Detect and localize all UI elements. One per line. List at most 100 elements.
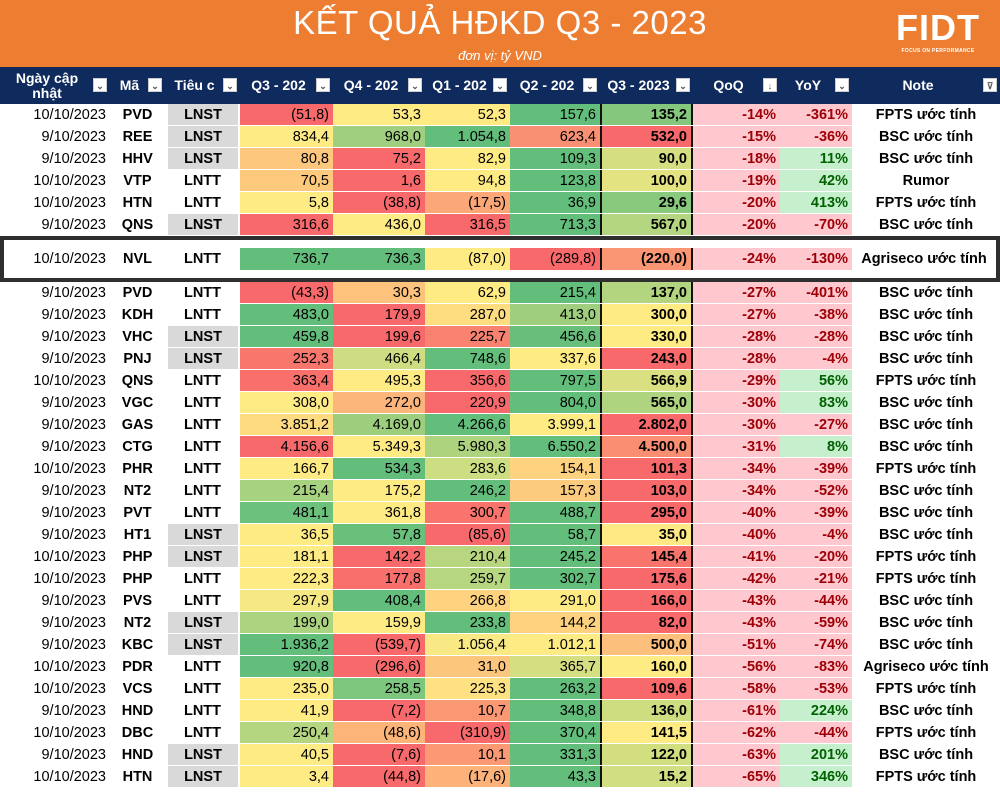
cell-note: Rumor [902, 172, 950, 189]
cell-metric: LNST [168, 148, 238, 169]
cell-date: 10/10/2023 [33, 658, 106, 675]
cell-q3-2022: 736,7 [240, 248, 333, 270]
cell-date: 10/10/2023 [33, 570, 106, 587]
cell-metric: LNST [168, 744, 238, 765]
cell-qoq: -18% [693, 148, 780, 169]
table-row: 9/10/2023 QNS LNST 316,6 436,0 316,5 713,3 567,… [0, 214, 1000, 236]
cell-q4-2022: 736,3 [333, 248, 425, 270]
cell-note: BSC ước tính [878, 614, 974, 631]
cell-metric: LNTT [183, 372, 222, 389]
cell-q4-2022: 1,6 [333, 170, 425, 191]
dropdown-arrow-icon[interactable]: ⌄ [148, 78, 162, 92]
dropdown-arrow-icon[interactable]: ⌄ [223, 78, 237, 92]
cell-q3-2023: 4.500,0 [600, 436, 693, 457]
cell-ticker: PDR [122, 658, 153, 675]
cell-metric: LNTT [183, 416, 222, 433]
cell-q2-2023: 348,8 [510, 700, 600, 721]
cell-q2-2023: 488,7 [510, 502, 600, 523]
dropdown-arrow-icon[interactable]: ⌄ [493, 78, 507, 92]
cell-q3-2023: 243,0 [600, 348, 693, 369]
sort-icon[interactable]: ↓ [763, 78, 777, 92]
cell-q2-2023: 331,3 [510, 744, 600, 765]
cell-q1-2023: 287,0 [425, 304, 510, 325]
cell-q4-2022: 57,8 [333, 524, 425, 545]
cell-ticker: PNJ [123, 350, 152, 367]
cell-q2-2023: 337,6 [510, 348, 600, 369]
cell-yoy: 346% [780, 766, 852, 787]
cell-metric: LNST [168, 348, 238, 369]
highlighted-row-box: 10/10/2023 NVL LNTT 736,7 736,3 (87,0) (289,8)… [0, 236, 1000, 282]
dropdown-arrow-icon[interactable]: ⌄ [583, 78, 597, 92]
column-header-q2-2023: Q2 - 202 ⌄ [510, 67, 600, 104]
table-row: 9/10/2023 GAS LNTT 3.851,2 4.169,0 4.266,6 3.9… [0, 414, 1000, 436]
cell-q3-2022: (43,3) [240, 282, 333, 303]
cell-ticker: DBC [121, 724, 154, 741]
cell-metric: LNTT [183, 460, 222, 477]
cell-metric: LNST [168, 546, 238, 567]
cell-q3-2023: 35,0 [600, 524, 693, 545]
cell-q4-2022: (48,6) [333, 722, 425, 743]
highlighted-row-nvl: 10/10/2023 NVL LNTT 736,7 736,3 (87,0) (289,8)… [4, 248, 996, 270]
cell-q2-2023: 245,2 [510, 546, 600, 567]
cell-q2-2023: 291,0 [510, 590, 600, 611]
cell-metric: LNTT [183, 438, 222, 455]
dropdown-arrow-icon[interactable]: ⌄ [93, 78, 107, 92]
cell-q3-2022: 235,0 [240, 678, 333, 699]
cell-ticker: VGC [121, 394, 154, 411]
cell-q1-2023: (310,9) [425, 722, 510, 743]
fidt-logo: FIDT FOCUS ON PERFORMANCE [896, 8, 980, 55]
column-header-label: Note [902, 77, 934, 93]
cell-note: BSC ước tính [878, 350, 974, 367]
cell-date: 9/10/2023 [41, 438, 106, 455]
cell-qoq: -19% [693, 170, 780, 191]
cell-yoy: -70% [780, 214, 852, 235]
cell-q3-2023: (220,0) [600, 248, 693, 270]
cell-q1-2023: 356,6 [425, 370, 510, 391]
cell-date: 9/10/2023 [41, 526, 106, 543]
cell-q1-2023: 748,6 [425, 348, 510, 369]
cell-q4-2022: 5.349,3 [333, 436, 425, 457]
dropdown-arrow-icon[interactable]: ⌄ [835, 78, 849, 92]
cell-metric: LNTT [183, 570, 222, 587]
filter-icon[interactable]: ⊽ [983, 78, 997, 92]
cell-ticker: PHP [122, 548, 153, 565]
column-header-note: Note ⊽ [852, 67, 1000, 104]
cell-ticker: PVT [123, 504, 152, 521]
cell-q3-2023: 135,2 [600, 104, 693, 125]
dropdown-arrow-icon[interactable]: ⌄ [676, 78, 690, 92]
cell-q4-2022: (539,7) [333, 634, 425, 655]
cell-ticker: VTP [123, 172, 152, 189]
cell-q3-2023: 136,0 [600, 700, 693, 721]
dropdown-arrow-icon[interactable]: ⌄ [316, 78, 330, 92]
cell-note: FPTS ước tính [875, 548, 977, 565]
column-header-yoy: YoY ⌄ [780, 67, 852, 104]
cell-metric: LNST [168, 524, 238, 545]
cell-q2-2023: 215,4 [510, 282, 600, 303]
dropdown-arrow-icon[interactable]: ⌄ [408, 78, 422, 92]
cell-q2-2023: 109,3 [510, 148, 600, 169]
cell-q1-2023: 82,9 [425, 148, 510, 169]
cell-date: 10/10/2023 [33, 548, 106, 565]
column-header-qoq: QoQ ↓ [693, 67, 780, 104]
cell-qoq: -30% [693, 392, 780, 413]
cell-qoq: -40% [693, 524, 780, 545]
cell-date: 10/10/2023 [33, 106, 106, 123]
cell-q1-2023: 1.054,8 [425, 126, 510, 147]
column-header-label: Q3 - 202 [251, 77, 306, 93]
cell-date: 10/10/2023 [33, 372, 106, 389]
cell-ticker: HT1 [123, 526, 152, 543]
cell-q2-2023: 1.012,1 [510, 634, 600, 655]
column-header-label: Q1 - 202 [432, 77, 487, 93]
cell-q1-2023: 94,8 [425, 170, 510, 191]
cell-q1-2023: 62,9 [425, 282, 510, 303]
cell-yoy: -28% [780, 326, 852, 347]
cell-note: FPTS ước tính [875, 106, 977, 123]
results-table: 10/10/2023 PVD LNST (51,8) 53,3 52,3 157,6 135,… [0, 104, 1000, 788]
cell-q4-2022: 272,0 [333, 392, 425, 413]
table-row: 10/10/2023 HTN LNST 3,4 (44,8) (17,6) 43,3 15,2… [0, 766, 1000, 788]
cell-q4-2022: (38,8) [333, 192, 425, 213]
column-header-label: Ngày cập nhật [15, 69, 79, 101]
cell-q3-2022: 80,8 [240, 148, 333, 169]
table-row: 9/10/2023 VHC LNST 459,8 199,6 225,7 456,6 330,… [0, 326, 1000, 348]
cell-q3-2022: 481,1 [240, 502, 333, 523]
